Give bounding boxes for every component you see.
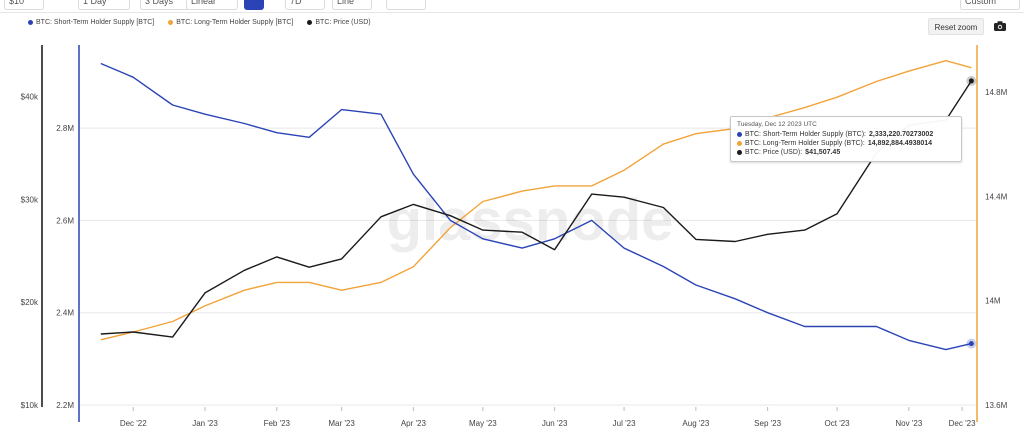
legend-label-price: BTC: Price (USD) <box>315 19 371 26</box>
x-tick-label: Sep '23 <box>754 419 781 428</box>
x-tick-label: Jan '23 <box>192 419 218 428</box>
x-tick-label: Aug '23 <box>682 419 709 428</box>
x-tick-label: Jul '23 <box>613 419 636 428</box>
lth-tick-label: 13.6M <box>985 401 1008 410</box>
currency-button[interactable]: $10 <box>4 0 44 10</box>
legend-dot-sth <box>28 20 33 25</box>
x-tick-label: Oct '23 <box>825 419 851 428</box>
sth-tick-label: 2.6M <box>56 216 74 225</box>
tooltip-dot-lth <box>737 141 742 146</box>
legend-label-lth: BTC: Long-Term Holder Supply [BTC] <box>176 19 294 26</box>
x-tick-label: Nov '23 <box>895 419 922 428</box>
tooltip-value-lth: 14,892,884.4938014 <box>867 140 933 147</box>
lth-line <box>100 60 972 341</box>
sth-line <box>100 62 972 351</box>
price-tick-label: $40k <box>21 92 39 101</box>
legend-dot-lth <box>168 20 174 25</box>
chart-legend: BTC: Short-Term Holder Supply [BTC] BTC:… <box>28 19 371 26</box>
sth-hover-marker <box>968 341 974 347</box>
lth-tick-label: 14.4M <box>985 192 1008 201</box>
legend-label-sth: BTC: Short-Term Holder Supply [BTC] <box>36 19 155 26</box>
scale-linear-button[interactable]: Linear <box>186 0 238 10</box>
tooltip-row-price: BTC: Price (USD): $41,507.45 <box>737 148 955 157</box>
x-tick-label: Dec '23 <box>949 419 976 428</box>
tooltip-row-lth: BTC: Long-Term Holder Supply (BTC): 14,8… <box>737 139 955 148</box>
hover-markers <box>966 75 977 349</box>
gridlines <box>80 127 976 406</box>
price-hover-marker <box>968 78 974 84</box>
toggle-button[interactable] <box>244 0 264 10</box>
sth-tick-label: 2.4M <box>56 309 74 318</box>
axis-ticks: 2.2M 2.4M 2.6M 2.8M $10k $20k $30k $40k 13.6M 14M… <box>21 88 1008 428</box>
price-line <box>100 80 972 338</box>
tooltip: Tuesday, Dec 12 2023 UTC BTC: Short-Term… <box>730 116 962 162</box>
x-tick-label: Jun '23 <box>542 419 568 428</box>
tooltip-row-sth: BTC: Short-Term Holder Supply (BTC): 2,3… <box>737 130 955 139</box>
series-lines <box>100 60 972 351</box>
price-tick-label: $20k <box>21 298 39 307</box>
x-tick-label: Apr '23 <box>401 419 427 428</box>
x-tick-label: Mar '23 <box>328 419 355 428</box>
sth-tick-label: 2.8M <box>56 124 74 133</box>
options-button[interactable] <box>386 0 426 10</box>
legend-item-sth[interactable]: BTC: Short-Term Holder Supply [BTC] <box>28 19 154 26</box>
tooltip-dot-price <box>737 150 742 155</box>
sma-button[interactable]: 7D <box>285 0 325 10</box>
lth-tick-label: 14M <box>985 297 1001 306</box>
tooltip-date: Tuesday, Dec 12 2023 UTC <box>737 121 817 128</box>
camera-icon[interactable] <box>993 19 1007 33</box>
chart-style-button[interactable]: Line <box>332 0 372 10</box>
legend-dot-price <box>307 20 313 25</box>
resolution-1day-button[interactable]: 1 Day <box>78 0 130 10</box>
tooltip-value-sth: 2,333,220.70273002 <box>868 131 934 138</box>
x-tick-label: May '23 <box>469 419 497 428</box>
reset-zoom-button[interactable]: Reset zoom <box>928 18 984 35</box>
tooltip-value-price: $41,507.45 <box>805 149 841 156</box>
legend-item-price[interactable]: BTC: Price (USD) <box>307 19 371 26</box>
tooltip-label-lth: BTC: Long-Term Holder Supply (BTC): <box>745 140 865 147</box>
x-tick-label: Feb '23 <box>264 419 291 428</box>
price-tick-label: $30k <box>21 195 39 204</box>
custom-range-button[interactable]: Custom <box>960 0 1020 10</box>
x-tick-label: Dec '22 <box>120 419 147 428</box>
price-tick-label: $10k <box>21 401 39 410</box>
tooltip-label-price: BTC: Price (USD): <box>745 149 803 156</box>
sth-tick-label: 2.2M <box>56 401 74 410</box>
tooltip-dot-sth <box>737 132 742 137</box>
toolbar: $10 1 Day 3 Days Linear 7D Line Custom <box>0 0 1024 13</box>
lth-tick-label: 14.8M <box>985 88 1008 97</box>
tooltip-label-sth: BTC: Short-Term Holder Supply (BTC): <box>745 131 866 138</box>
legend-item-lth[interactable]: BTC: Long-Term Holder Supply [BTC] <box>168 19 293 26</box>
watermark: glassnode <box>387 188 674 253</box>
